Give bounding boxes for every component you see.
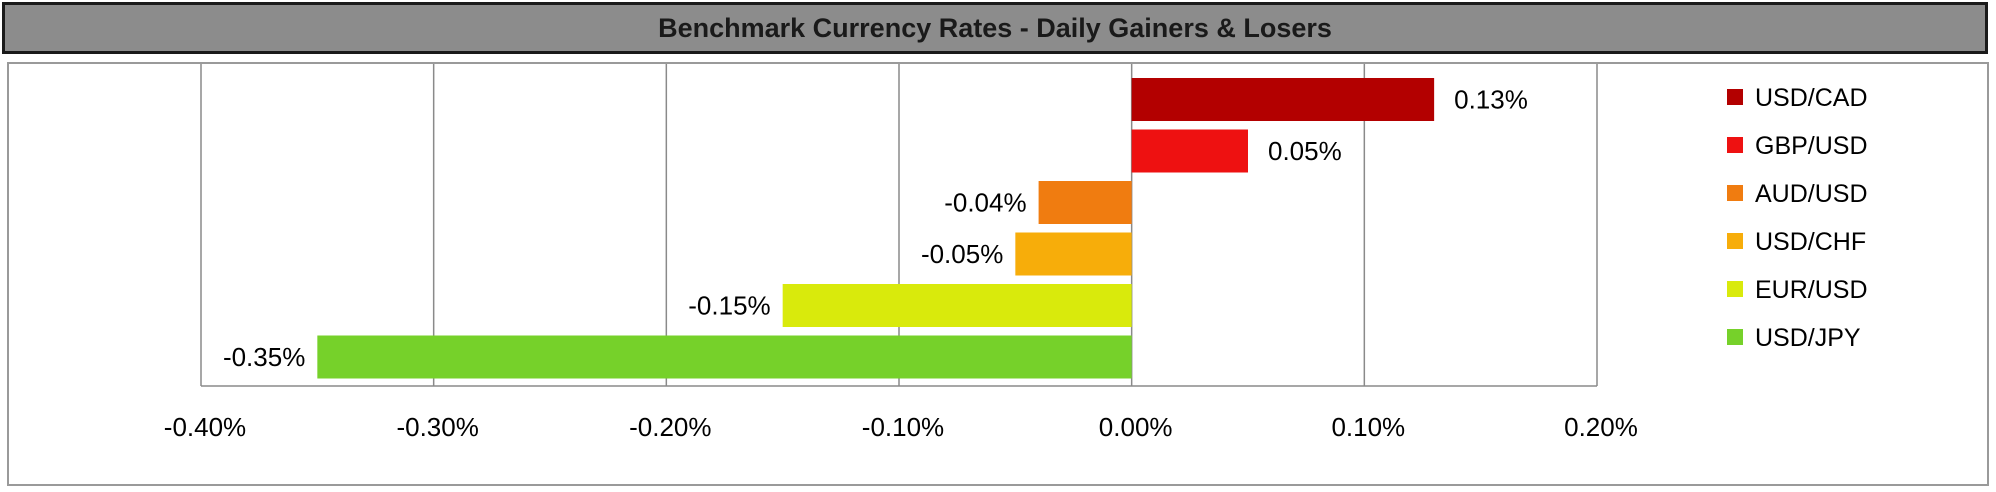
legend-swatch	[1727, 233, 1743, 249]
x-tick-label: 0.00%	[1099, 412, 1173, 442]
chart-area: 0.13% 0.05% -0.04% -0.05% -0.15% -0.35% -0.40…	[7, 62, 1989, 486]
data-label: 0.05%	[1268, 136, 1342, 166]
x-tick-label: -0.30%	[396, 412, 478, 442]
x-tick-label: -0.20%	[629, 412, 711, 442]
bar-eur-usd	[782, 284, 1132, 327]
bar-usd-cad	[1131, 78, 1435, 121]
x-tick-label: -0.40%	[164, 412, 246, 442]
bars	[317, 78, 1435, 379]
bar-chart: 0.13% 0.05% -0.04% -0.05% -0.15% -0.35% -0.40…	[164, 64, 1868, 442]
legend-swatch	[1727, 89, 1743, 105]
bar-aud-usd	[1038, 181, 1132, 224]
legend-swatch	[1727, 329, 1743, 345]
legend-label: GBP/USD	[1755, 132, 1868, 160]
data-label: -0.05%	[921, 239, 1003, 269]
legend-label: AUD/USD	[1755, 180, 1868, 208]
bar-usd-chf	[1015, 232, 1132, 276]
legend-label: USD/CHF	[1755, 228, 1866, 256]
legend-label: USD/JPY	[1755, 324, 1861, 352]
bar-usd-jpy	[317, 335, 1132, 379]
x-tick-label: -0.10%	[862, 412, 944, 442]
legend-swatch	[1727, 185, 1743, 201]
x-axis-ticks: -0.40% -0.30% -0.20% -0.10% 0.00% 0.10% 0.20%	[164, 412, 1638, 442]
data-labels: 0.13% 0.05% -0.04% -0.05% -0.15% -0.35%	[223, 85, 1528, 373]
legend-label: EUR/USD	[1755, 276, 1868, 304]
data-label: -0.35%	[223, 342, 305, 372]
x-tick-label: 0.10%	[1331, 412, 1405, 442]
chart-title-bar: Benchmark Currency Rates - Daily Gainers…	[2, 2, 1988, 54]
bar-gbp-usd	[1131, 129, 1248, 173]
data-label: -0.04%	[944, 188, 1026, 218]
legend-swatch	[1727, 137, 1743, 153]
legend: USD/CAD GBP/USD AUD/USD USD/CHF EUR/USD USD/J…	[1727, 84, 1868, 352]
data-label: 0.13%	[1454, 85, 1528, 115]
x-tick-label: 0.20%	[1564, 412, 1638, 442]
legend-label: USD/CAD	[1755, 84, 1868, 112]
data-label: -0.15%	[688, 291, 770, 321]
chart-title: Benchmark Currency Rates - Daily Gainers…	[658, 12, 1332, 43]
legend-swatch	[1727, 281, 1743, 297]
